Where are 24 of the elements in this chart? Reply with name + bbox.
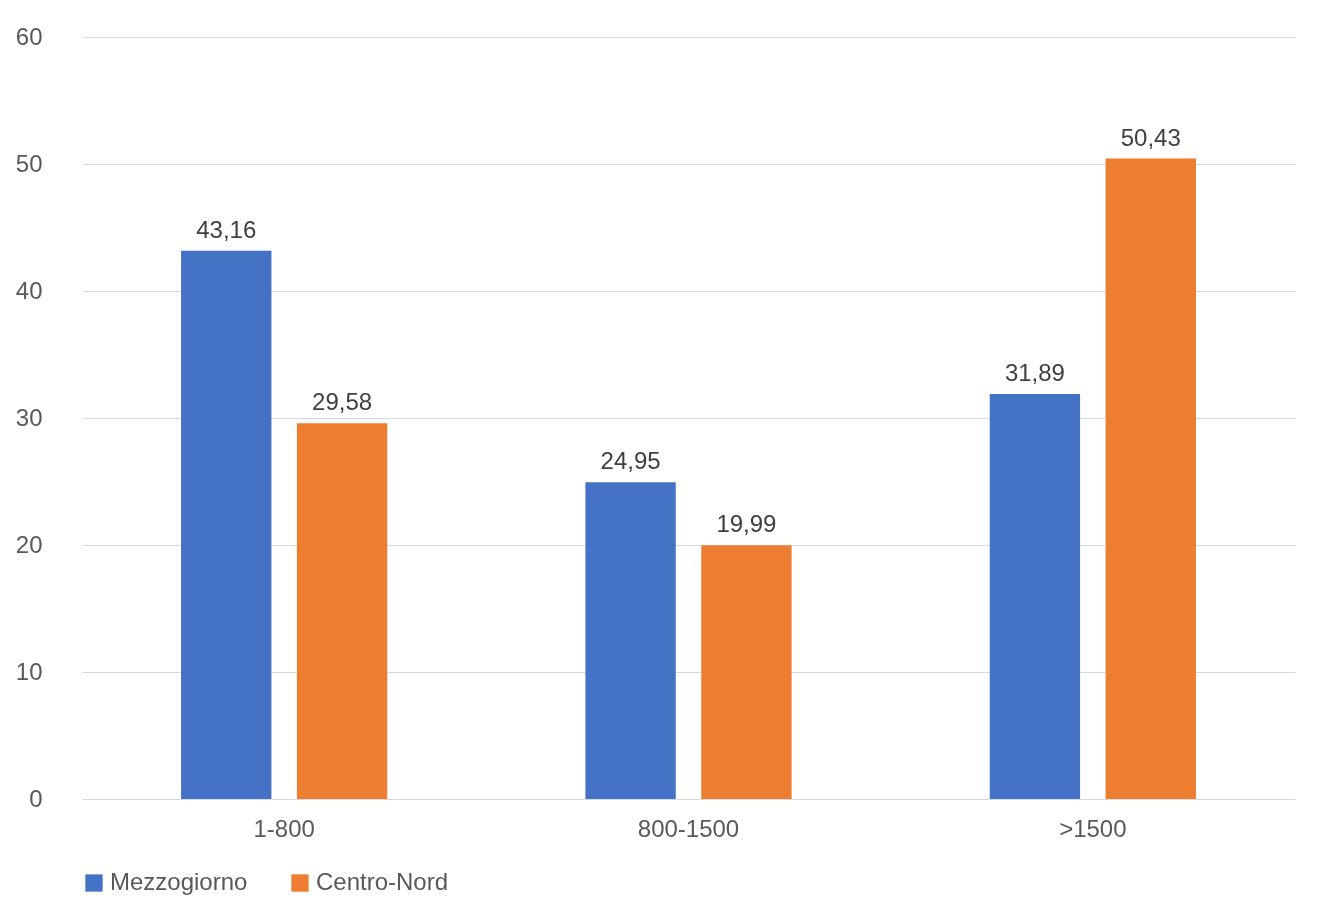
data-label: 43,16 — [196, 215, 257, 243]
bar — [585, 482, 676, 799]
data-label: 31,89 — [1004, 359, 1065, 386]
x-tick-label: >1500 — [1059, 814, 1127, 842]
data-label: 19,99 — [716, 510, 777, 538]
legend-label: Centro-Nord — [316, 868, 449, 895]
x-tick-label: 800-1500 — [637, 814, 740, 842]
legend-label: Mezzogiorno — [110, 868, 248, 895]
data-label: 29,58 — [312, 388, 373, 416]
bar — [701, 545, 792, 799]
y-tick-label: 50 — [15, 149, 43, 177]
bar — [989, 394, 1081, 799]
bar — [1105, 158, 1196, 799]
data-label: 50,43 — [1120, 123, 1181, 151]
bar — [296, 423, 388, 799]
y-tick-label: 10 — [15, 657, 43, 685]
y-tick-label: 0 — [29, 784, 43, 812]
y-tick-label: 20 — [15, 530, 43, 558]
data-label: 24,95 — [600, 447, 661, 475]
x-tick-label: 1-800 — [253, 814, 315, 842]
y-tick-label: 60 — [15, 22, 43, 50]
bar — [181, 250, 272, 799]
y-tick-label: 30 — [15, 403, 43, 431]
y-tick-label: 40 — [15, 276, 43, 304]
